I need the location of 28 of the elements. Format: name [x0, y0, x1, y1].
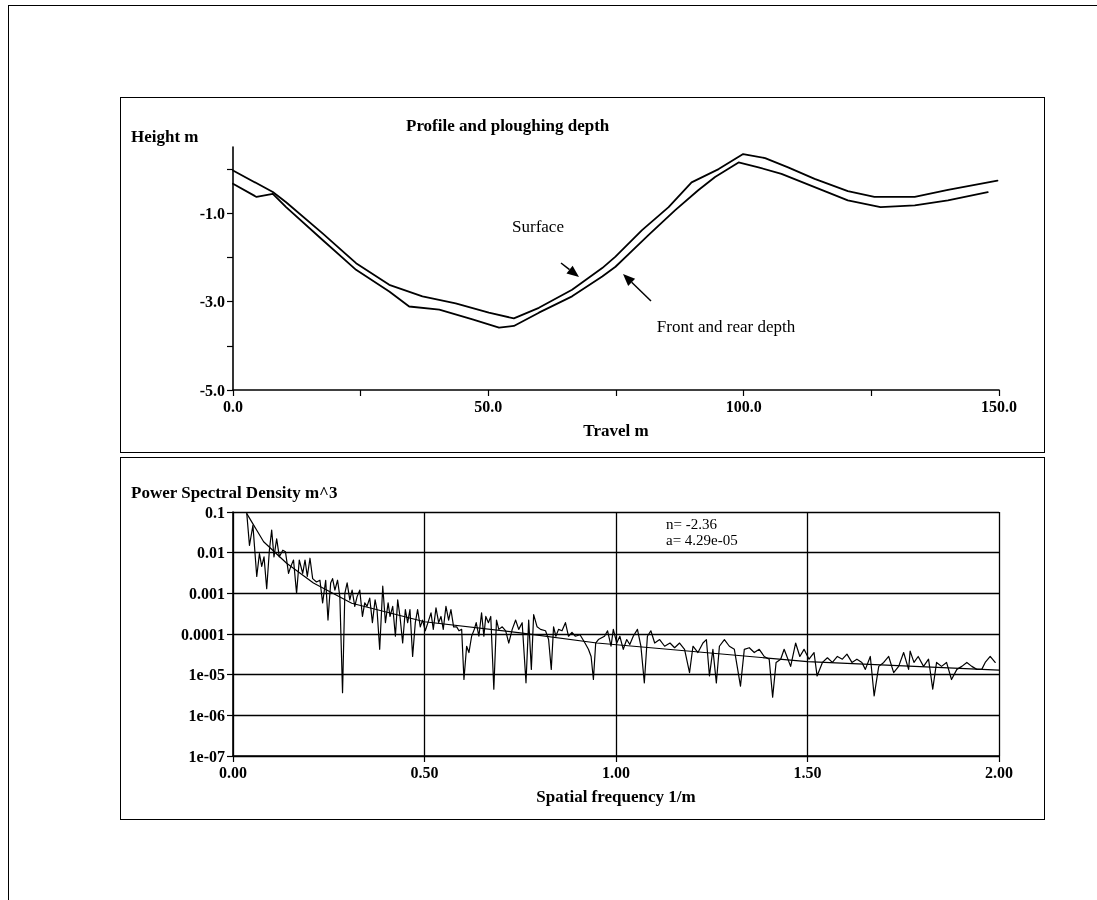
annotation: Surface: [512, 216, 564, 236]
y-tick-label: 0.1: [205, 503, 225, 521]
y-tick-label: -5.0: [199, 381, 225, 399]
y-tick-label: 1e-06: [188, 706, 225, 724]
annotation: a= 4.29e-05: [666, 531, 738, 548]
y-tick-label: 0.01: [197, 544, 225, 562]
x-axis-title: Travel m: [583, 421, 649, 440]
y-tick-label: 1e-05: [188, 666, 225, 684]
x-tick-label: 0.50: [410, 763, 439, 781]
annotation: n= -2.36: [666, 515, 718, 532]
y-tick-label: 1e-07: [188, 747, 225, 765]
y-axis-title: Height m: [131, 127, 199, 146]
x-tick-label: 0.0: [223, 397, 243, 415]
chart-title: Profile and ploughing depth: [406, 116, 610, 135]
y-tick-label: -1.0: [199, 204, 225, 222]
y-tick-label: -3.0: [199, 293, 225, 311]
x-axis-title: Spatial frequency 1/m: [536, 787, 696, 806]
x-tick-label: 1.50: [793, 763, 822, 781]
y-tick-label: 0.0001: [181, 625, 225, 643]
annotation: Front and rear depth: [656, 316, 796, 336]
x-tick-label: 1.00: [602, 763, 630, 781]
x-tick-label: 2.00: [985, 763, 1013, 781]
x-tick-label: 50.0: [474, 397, 503, 415]
x-tick-label: 150.0: [981, 397, 1017, 415]
y-tick-label: 0.001: [189, 584, 225, 602]
x-tick-label: 100.0: [725, 397, 762, 415]
x-tick-label: 0.00: [219, 763, 247, 781]
y-axis-title: Power Spectral Density m^3: [131, 483, 338, 502]
